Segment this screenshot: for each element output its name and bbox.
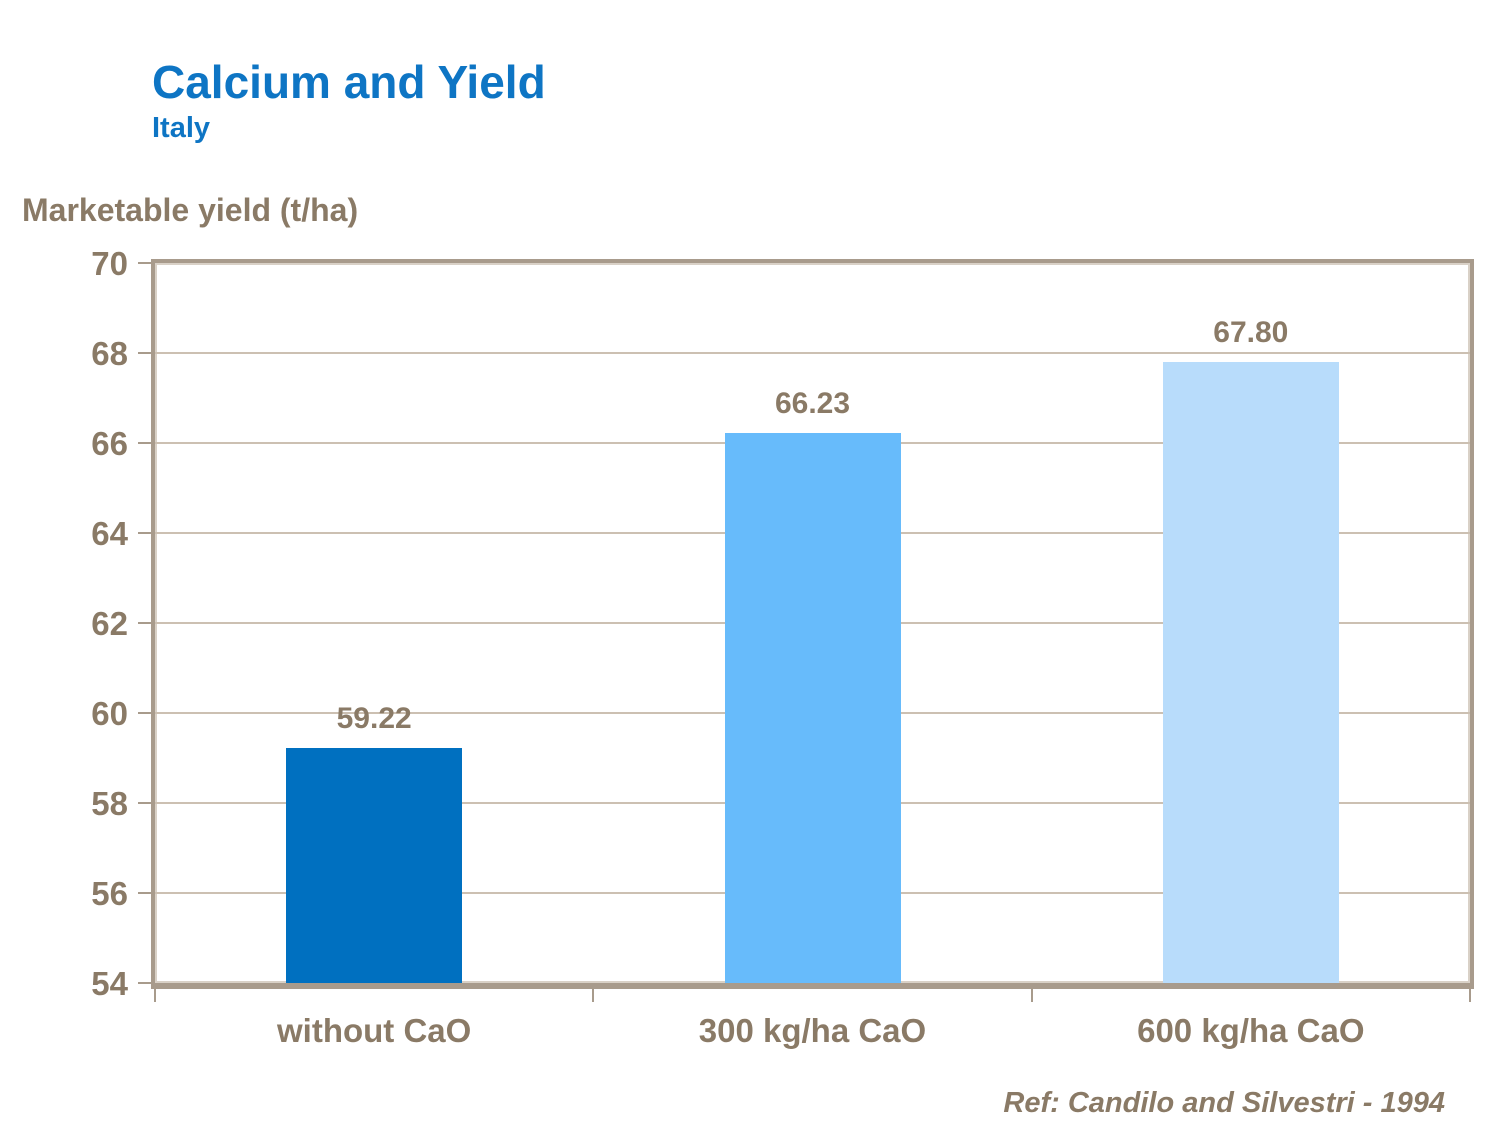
- y-tick-mark: [138, 892, 155, 894]
- x-category-label: 300 kg/ha CaO: [698, 1012, 927, 1049]
- y-tick-label: 56: [91, 875, 128, 912]
- page-subtitle: Italy: [152, 112, 211, 144]
- y-tick-label: 70: [91, 245, 128, 282]
- gridline: [155, 352, 1470, 354]
- y-tick-mark: [138, 622, 155, 624]
- x-tick-mark: [154, 985, 156, 1002]
- y-tick-mark: [138, 262, 155, 264]
- y-tick-mark: [138, 712, 155, 714]
- y-tick-label: 62: [91, 605, 128, 642]
- bar-value-label: 67.80: [1213, 316, 1289, 349]
- x-tick-mark: [1469, 985, 1471, 1002]
- reference-text: Ref: Candilo and Silvestri - 1994: [1003, 1087, 1445, 1119]
- x-tick-mark: [1030, 985, 1033, 1002]
- bar-value-label: 66.23: [774, 386, 851, 420]
- y-tick-mark: [138, 802, 155, 804]
- x-category-label: without CaO: [277, 1012, 472, 1049]
- y-tick-mark: [138, 442, 155, 444]
- y-axis-title: Marketable yield (t/ha): [22, 192, 359, 228]
- y-tick-label: 54: [91, 965, 128, 1002]
- bar: [724, 432, 901, 983]
- y-tick-mark: [138, 982, 155, 984]
- y-tick-label: 60: [91, 695, 128, 732]
- bar: [1162, 362, 1339, 983]
- y-tick-label: 58: [91, 785, 128, 822]
- y-tick-label: 68: [91, 335, 128, 372]
- x-tick-mark: [592, 985, 595, 1002]
- y-tick-label: 66: [91, 425, 128, 462]
- y-tick-label: 64: [91, 515, 128, 552]
- y-tick-mark: [138, 532, 155, 534]
- y-tick-mark: [138, 352, 155, 354]
- page-title: Calcium and Yield: [152, 56, 546, 108]
- x-category-label: 600 kg/ha CaO: [1137, 1012, 1365, 1049]
- bar: [286, 748, 463, 983]
- bar-value-label: 59.22: [336, 702, 412, 736]
